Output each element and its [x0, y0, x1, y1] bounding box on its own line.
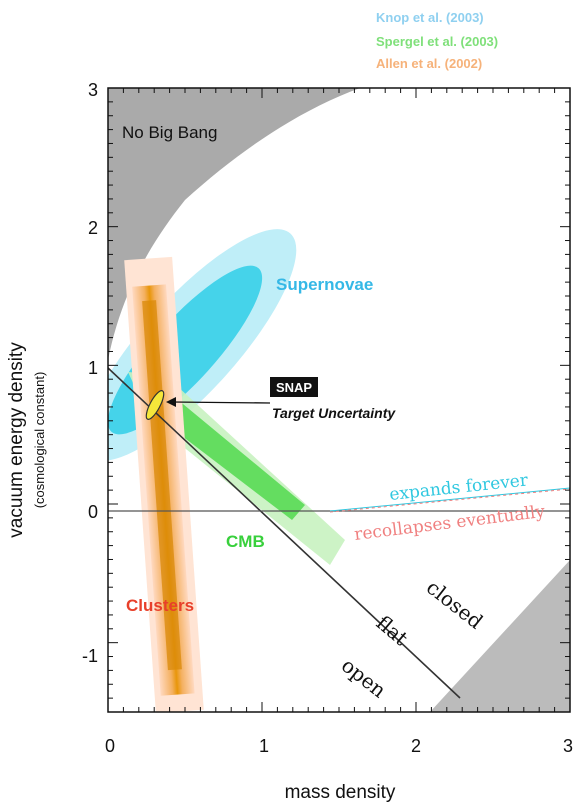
snap-arrow — [171, 401, 271, 404]
y-tick-0: 0 — [88, 502, 98, 522]
no-big-bang-label: No Big Bang — [122, 123, 217, 142]
legend-allen: Allen et al. (2002) — [376, 56, 483, 71]
y-tick-3: 3 — [88, 80, 98, 100]
clusters-core — [142, 300, 182, 671]
open-label: open — [337, 653, 391, 702]
x-tick-1: 1 — [259, 736, 269, 756]
snap-arrowhead — [166, 397, 176, 407]
expands-forever-label: expands forever — [388, 470, 529, 505]
legend-knop: Knop et al. (2003) — [376, 10, 484, 25]
x-tick-0: 0 — [105, 736, 115, 756]
closed-label: closed — [422, 575, 488, 634]
no-big-bang-region — [108, 88, 360, 360]
axis-ticks — [107, 87, 571, 713]
flat-label: flat — [372, 610, 413, 650]
y-tick-2: 2 — [88, 218, 98, 238]
x-axis-title: mass density — [285, 782, 396, 803]
expands-boundary — [329, 487, 571, 512]
x-tick-3: 3 — [563, 736, 573, 756]
y-tick-neg1: -1 — [82, 646, 98, 666]
y-axis-subtitle: (cosmological constant) — [32, 372, 47, 509]
recollapses-boundary — [329, 488, 571, 513]
snap-target-uncertainty: Target Uncertainty — [272, 405, 396, 421]
recollapses-eventually-label: recollapses eventually — [353, 502, 546, 545]
snap-label-box — [270, 377, 318, 397]
supernovae-label: Supernovae — [276, 275, 373, 294]
y-axis-title: vacuum energy density — [6, 342, 27, 538]
closed-bound-region — [430, 560, 570, 712]
snap-ellipse — [145, 390, 165, 420]
clusters-label: Clusters — [126, 596, 194, 615]
cmb-label: CMB — [226, 532, 265, 551]
snap-label: SNAP — [276, 380, 312, 395]
y-tick-1: 1 — [88, 358, 98, 378]
legend-spergel: Spergel et al. (2003) — [376, 34, 499, 49]
x-tick-2: 2 — [411, 736, 421, 756]
flat-line — [107, 367, 461, 699]
